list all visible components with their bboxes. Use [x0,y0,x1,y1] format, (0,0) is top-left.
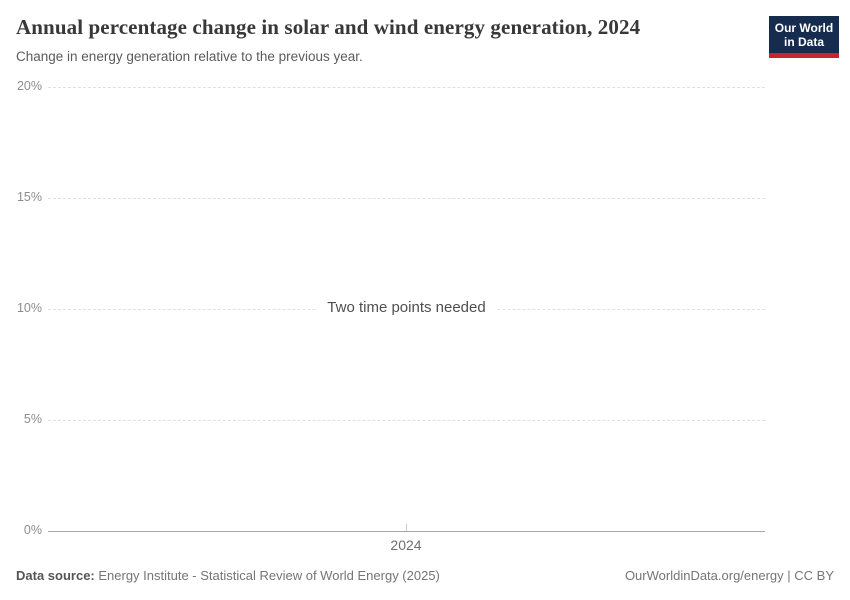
data-source-value: Energy Institute - Statistical Review of… [94,568,440,583]
y-gridline [48,420,765,421]
owid-logo[interactable]: Our World in Data [769,16,839,58]
owid-logo-line2: in Data [783,35,824,49]
owid-logo-line1: Our World [774,21,834,35]
y-tick-label: 20% [16,79,42,93]
data-source-label: Data source: [16,568,95,583]
x-axis-tick-label[interactable]: 2024 [390,537,422,553]
footer-citation[interactable]: OurWorldinData.org/energy | CC BY [624,568,834,583]
y-tick-label: 15% [16,190,42,204]
empty-state-message: Two time points needed [317,299,496,316]
chart-title: Annual percentage change in solar and wi… [16,15,641,39]
y-tick-label: 0% [23,523,42,537]
x-axis-tick [406,524,407,531]
y-tick-label: 10% [16,301,42,315]
y-tick-label: 5% [23,412,42,426]
y-gridline [48,198,765,199]
empty-state-row: Two time points needed [48,299,765,317]
y-gridline [48,87,765,88]
footer-data-source: Data source: Energy Institute - Statisti… [16,568,440,583]
chart-subtitle: Change in energy generation relative to … [16,49,363,64]
x-axis-line [48,531,765,532]
